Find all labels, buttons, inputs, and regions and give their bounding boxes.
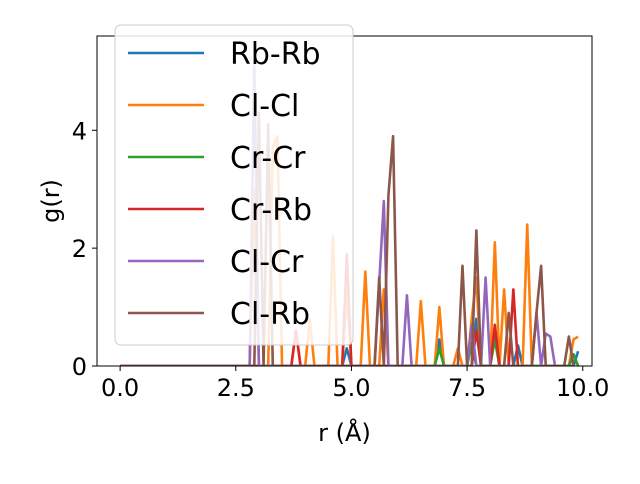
x-tick-label: 0.0 bbox=[101, 374, 139, 402]
legend-label: Cr-Rb bbox=[230, 193, 312, 228]
series-line-cr-cr bbox=[120, 338, 580, 366]
series-line-cl-cr bbox=[120, 64, 557, 366]
x-tick-label: 2.5 bbox=[217, 374, 255, 402]
y-tick-label: 0 bbox=[72, 353, 87, 381]
legend-label: Cl-Rb bbox=[230, 297, 310, 332]
y-tick-label: 2 bbox=[72, 235, 87, 263]
legend-label: Cl-Cl bbox=[230, 89, 299, 124]
legend-label: Rb-Rb bbox=[230, 37, 321, 72]
y-axis-label: g(r) bbox=[37, 179, 65, 223]
legend: Rb-Rb Cl-Cl Cr-Cr Cr-Rb Cl-Cr Cl-Rb bbox=[114, 24, 354, 346]
x-axis-ticks: 0.0 2.5 5.0 7.5 10.0 bbox=[101, 366, 609, 402]
y-tick-label: 4 bbox=[72, 117, 87, 145]
x-tick-label: 5.0 bbox=[332, 374, 370, 402]
x-axis-label: r (Å) bbox=[318, 418, 371, 447]
y-axis-ticks: 0 2 4 bbox=[72, 117, 97, 381]
legend-label: Cl-Cr bbox=[230, 245, 304, 280]
legend-label: Cr-Cr bbox=[230, 141, 306, 176]
x-tick-label: 10.0 bbox=[556, 374, 609, 402]
x-tick-label: 7.5 bbox=[448, 374, 486, 402]
